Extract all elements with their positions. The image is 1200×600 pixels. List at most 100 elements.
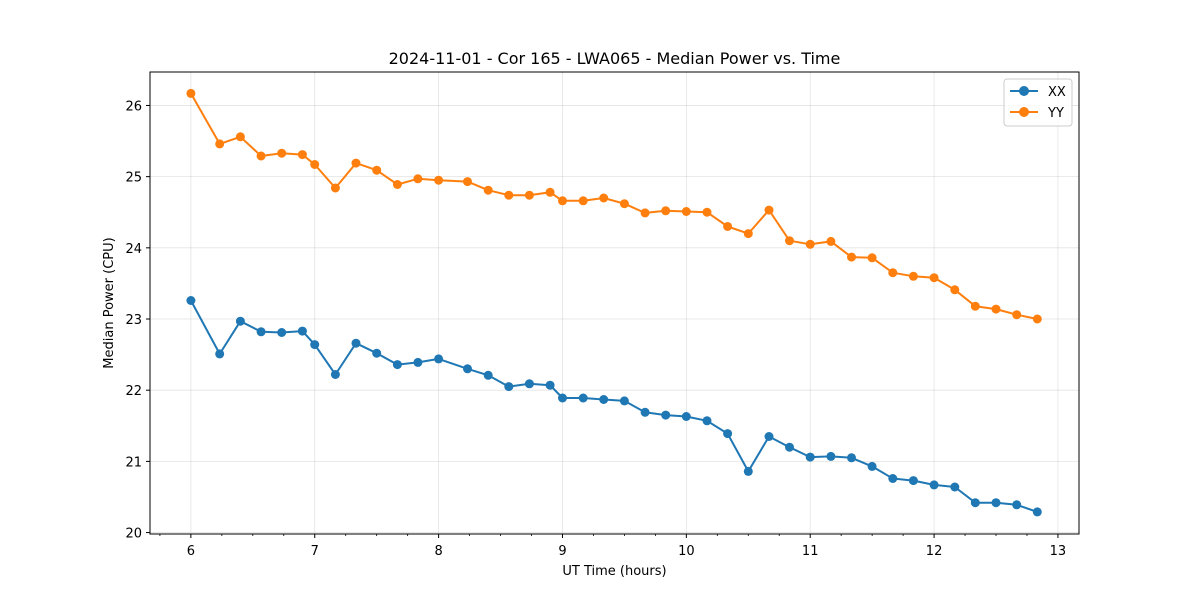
x-axis-ticks: 6 7 8 9 10 11 12 13 <box>159 534 1067 559</box>
data-point-xx <box>215 349 225 359</box>
data-point-xx <box>434 354 444 364</box>
series-layer <box>186 88 1042 517</box>
data-point-yy <box>235 132 245 142</box>
data-point-xx <box>950 482 960 492</box>
data-point-xx <box>392 360 402 370</box>
data-point-xx <box>681 412 691 421</box>
data-point-xx <box>929 480 939 490</box>
data-point-yy <box>908 271 918 281</box>
data-point-yy <box>372 165 382 175</box>
data-point-xx <box>504 382 514 392</box>
data-point-yy <box>256 151 266 161</box>
data-point-xx <box>413 357 423 367</box>
data-point-yy <box>351 158 361 168</box>
data-point-yy <box>970 301 980 311</box>
data-point-yy <box>310 160 320 169</box>
data-point-yy <box>186 88 196 98</box>
data-point-xx <box>558 393 567 403</box>
x-tick-label: 11 <box>802 544 819 559</box>
plot-area-frame <box>149 71 1080 535</box>
data-point-xx <box>256 327 266 337</box>
data-point-xx <box>310 340 320 350</box>
data-point-yy <box>888 268 898 278</box>
data-point-yy <box>640 208 650 218</box>
data-point-yy <box>434 175 444 185</box>
x-tick-label: 6 <box>187 544 195 559</box>
data-point-xx <box>297 326 307 336</box>
legend-marker-xx <box>1019 86 1029 96</box>
data-point-xx <box>991 498 1001 508</box>
data-point-yy <box>392 180 402 189</box>
y-tick-label: 23 <box>125 313 142 328</box>
data-point-yy <box>785 236 794 246</box>
x-tick-label: 13 <box>1050 544 1067 559</box>
data-point-yy <box>929 273 939 283</box>
data-point-yy <box>661 206 671 216</box>
data-point-xx <box>351 338 361 348</box>
data-point-yy <box>950 285 960 295</box>
data-point-xx <box>826 451 836 461</box>
y-tick-label: 25 <box>125 171 142 186</box>
legend-label-yy: YY <box>1047 106 1064 121</box>
y-axis-ticks: 20 21 22 23 24 25 26 <box>125 99 150 542</box>
data-point-yy <box>826 236 836 246</box>
data-point-yy <box>215 139 225 149</box>
y-tick-label: 24 <box>125 242 142 257</box>
data-point-xx <box>764 432 774 441</box>
data-point-xx <box>619 396 629 406</box>
data-point-xx <box>235 316 245 326</box>
data-point-xx <box>578 393 588 403</box>
y-tick-label: 21 <box>125 455 142 470</box>
y-tick-label: 26 <box>125 99 142 114</box>
data-point-yy <box>764 205 774 215</box>
x-tick-label: 9 <box>558 544 566 559</box>
y-axis-label: Median Power (CPU) <box>102 237 117 368</box>
data-point-yy <box>463 177 472 187</box>
data-point-xx <box>723 429 733 439</box>
data-point-yy <box>483 185 493 195</box>
data-point-xx <box>463 364 472 374</box>
data-point-xx <box>867 461 877 471</box>
data-point-xx <box>372 348 382 358</box>
data-point-yy <box>1032 314 1042 324</box>
data-point-xx <box>805 452 815 462</box>
series-line-yy <box>190 92 1038 320</box>
data-point-yy <box>867 253 877 263</box>
data-point-yy <box>619 199 629 209</box>
x-tick-label: 12 <box>926 544 943 559</box>
data-point-yy <box>805 239 815 249</box>
data-point-xx <box>524 379 534 389</box>
data-point-xx <box>186 296 196 305</box>
data-point-yy <box>723 222 733 231</box>
data-point-xx <box>661 410 671 420</box>
data-point-yy <box>743 229 753 239</box>
data-point-yy <box>297 150 307 160</box>
data-point-yy <box>991 304 1001 314</box>
data-point-xx <box>277 328 287 337</box>
data-point-xx <box>908 476 918 486</box>
x-tick-label: 7 <box>311 544 319 559</box>
data-point-yy <box>847 252 856 262</box>
data-point-yy <box>330 183 340 193</box>
data-point-yy <box>524 190 534 200</box>
y-tick-label: 20 <box>125 527 142 542</box>
legend: XX YY <box>1003 78 1073 127</box>
data-point-xx <box>970 498 980 508</box>
x-tick-label: 8 <box>434 544 442 559</box>
data-point-xx <box>330 370 340 379</box>
data-point-xx <box>1012 500 1022 510</box>
data-point-yy <box>599 193 609 203</box>
data-point-xx <box>599 395 609 404</box>
data-point-xx <box>785 442 794 452</box>
data-point-xx <box>702 416 712 426</box>
data-point-yy <box>413 174 423 184</box>
chart-title: 2024-11-01 - Cor 165 - LWA065 - Median P… <box>389 49 841 68</box>
data-point-yy <box>277 148 287 158</box>
data-point-yy <box>504 190 514 200</box>
data-point-xx <box>483 370 493 380</box>
y-tick-label: 22 <box>125 384 142 399</box>
data-point-xx <box>888 474 898 483</box>
data-point-yy <box>681 207 691 216</box>
legend-marker-yy <box>1019 107 1029 117</box>
